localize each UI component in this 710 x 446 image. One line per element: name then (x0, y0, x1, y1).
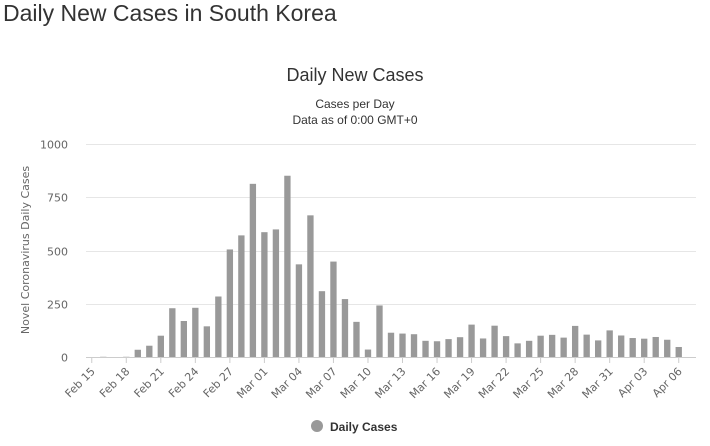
bar[interactable] (641, 338, 648, 357)
bar[interactable] (606, 330, 613, 358)
bar[interactable] (364, 349, 372, 357)
bar[interactable] (514, 343, 521, 357)
page-title: Daily New Cases in South Korea (3, 0, 337, 26)
x-tick-label: Mar 28 (545, 365, 581, 401)
y-tick-label: 750 (47, 192, 68, 205)
bar[interactable] (180, 321, 187, 357)
bar[interactable] (583, 334, 590, 357)
bar[interactable] (307, 215, 314, 357)
bar[interactable] (226, 249, 234, 357)
bar[interactable] (456, 337, 464, 357)
bar[interactable] (595, 340, 602, 357)
bar[interactable] (376, 305, 383, 357)
bar[interactable] (330, 261, 337, 357)
chart-subtitle-line-2: Data as of 0:00 GMT+0 (292, 113, 417, 127)
y-tick-label: 1000 (40, 139, 68, 152)
bar[interactable] (652, 336, 659, 357)
bar[interactable] (295, 264, 303, 357)
x-tick-label: Feb 18 (97, 365, 132, 400)
x-tick-label: Mar 22 (476, 365, 512, 401)
bar[interactable] (134, 349, 141, 357)
chart-subtitle-line-1: Cases per Day (315, 97, 394, 111)
bar[interactable] (249, 183, 257, 357)
y-tick-label: 500 (47, 246, 68, 259)
legend[interactable]: Daily Cases (311, 420, 398, 434)
x-tick-label: Mar 25 (511, 365, 547, 401)
legend-marker (311, 420, 323, 432)
bar[interactable] (353, 321, 360, 357)
x-tick-label: Feb 21 (132, 365, 167, 400)
bar[interactable] (422, 340, 429, 357)
bar[interactable] (215, 296, 222, 357)
bar[interactable] (433, 341, 441, 357)
x-tick-label: Apr 03 (615, 365, 650, 400)
x-tick-label: Mar 19 (441, 365, 477, 401)
x-tick-label: Mar 31 (580, 365, 616, 401)
bar[interactable] (399, 333, 406, 357)
x-tick-label: Feb 24 (166, 365, 201, 400)
bar[interactable] (629, 338, 636, 357)
bar[interactable] (675, 346, 682, 357)
x-tick-label: Apr 06 (650, 365, 685, 400)
bar[interactable] (502, 336, 510, 357)
x-tick-label: Feb 15 (63, 365, 98, 400)
bars (100, 175, 682, 358)
bar[interactable] (203, 326, 211, 357)
bar[interactable] (284, 175, 291, 357)
bar[interactable] (387, 332, 395, 357)
y-tick-labels: 0 250 500 750 1000 (40, 139, 68, 365)
bar[interactable] (479, 338, 487, 357)
bar[interactable] (525, 340, 533, 357)
bar[interactable] (341, 299, 349, 357)
bar[interactable] (618, 335, 625, 357)
bar[interactable] (571, 325, 579, 357)
bar[interactable] (537, 335, 544, 357)
bar[interactable] (192, 307, 199, 357)
bar[interactable] (548, 334, 556, 357)
bar[interactable] (261, 232, 268, 357)
x-tick-label: Feb 27 (201, 365, 236, 400)
y-tick-label: 250 (47, 299, 68, 312)
y-axis-label: Novel Coronavirus Daily Cases (19, 166, 32, 334)
bar[interactable] (272, 229, 280, 357)
bar[interactable] (157, 335, 164, 357)
x-tick-label: Mar 01 (234, 365, 270, 401)
bar[interactable] (560, 337, 567, 357)
x-tick-label: Mar 07 (303, 365, 339, 401)
bar[interactable] (146, 345, 153, 357)
bar[interactable] (445, 339, 452, 357)
x-tick-label: Mar 04 (269, 365, 305, 401)
bar[interactable] (410, 334, 418, 357)
bar[interactable] (238, 235, 245, 357)
x-tick-label: Mar 16 (407, 365, 443, 401)
x-tick-label: Mar 10 (338, 365, 374, 401)
bar[interactable] (664, 339, 671, 357)
bar[interactable] (169, 308, 176, 357)
bar[interactable] (491, 325, 498, 357)
chart-title: Daily New Cases (286, 65, 423, 85)
bar[interactable] (468, 324, 475, 357)
x-tick-label: Mar 13 (372, 365, 408, 401)
bar[interactable] (318, 291, 326, 357)
legend-label[interactable]: Daily Cases (330, 420, 398, 434)
grid-lines (86, 144, 696, 305)
y-tick-label: 0 (61, 352, 68, 365)
